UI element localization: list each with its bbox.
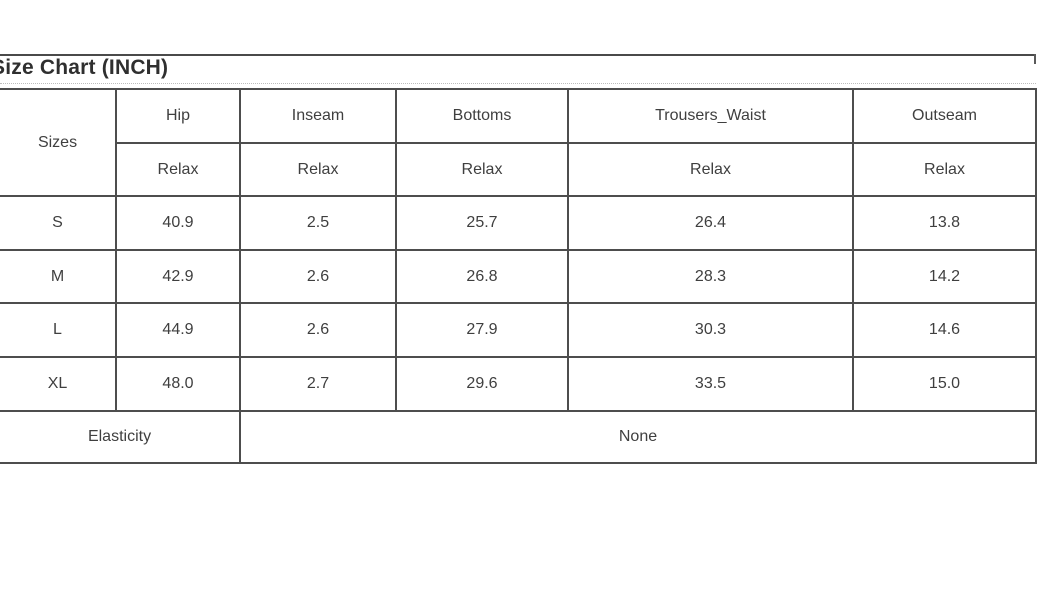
- cell-s-outseam: 13.8: [852, 195, 1037, 251]
- cell-xl-inseam: 2.7: [239, 356, 397, 412]
- cell-xl-trousers-waist: 33.5: [567, 356, 854, 412]
- cell-m-outseam: 14.2: [852, 249, 1037, 304]
- cell-s-trousers-waist: 26.4: [567, 195, 854, 251]
- size-label: L: [0, 302, 117, 358]
- column-header-outseam: Outseam: [852, 88, 1037, 144]
- column-header-trousers-waist: Trousers_Waist: [567, 88, 854, 144]
- cell-m-bottoms: 26.8: [395, 249, 569, 304]
- cell-xl-bottoms: 29.6: [395, 356, 569, 412]
- table-row-size-m: M 42.9 2.6 26.8 28.3 14.2: [0, 249, 1037, 304]
- fit-subheader-row: Relax Relax Relax Relax Relax: [0, 142, 1037, 197]
- cell-m-hip: 42.9: [115, 249, 241, 304]
- column-header-bottoms: Bottoms: [395, 88, 569, 144]
- cell-m-inseam: 2.6: [239, 249, 397, 304]
- elasticity-row: Elasticity None: [0, 410, 1037, 464]
- section-top-rule: [0, 54, 1036, 56]
- size-label: S: [0, 195, 117, 251]
- elasticity-value-cell: None: [239, 410, 1037, 464]
- column-header-hip: Hip: [115, 88, 241, 144]
- cell-l-inseam: 2.6: [239, 302, 397, 358]
- cell-xl-outseam: 15.0: [852, 356, 1037, 412]
- cell-s-bottoms: 25.7: [395, 195, 569, 251]
- subheader-trousers-waist-relax: Relax: [567, 142, 854, 197]
- size-chart-table: Sizes Hip Inseam Bottoms Trousers_Waist …: [0, 88, 1037, 464]
- table-row-size-xl: XL 48.0 2.7 29.6 33.5 15.0: [0, 356, 1037, 412]
- section-top-rule-end: [1034, 54, 1036, 64]
- cell-l-bottoms: 27.9: [395, 302, 569, 358]
- sizes-corner-cell: Sizes: [0, 88, 117, 197]
- cell-m-trousers-waist: 28.3: [567, 249, 854, 304]
- size-label: M: [0, 249, 117, 304]
- table-row-size-l: L 44.9 2.6 27.9 30.3 14.6: [0, 302, 1037, 358]
- column-header-inseam: Inseam: [239, 88, 397, 144]
- size-chart-title: Size Chart (INCH): [0, 56, 169, 79]
- subheader-outseam-relax: Relax: [852, 142, 1037, 197]
- subheader-hip-relax: Relax: [115, 142, 241, 197]
- cell-xl-hip: 48.0: [115, 356, 241, 412]
- cell-l-trousers-waist: 30.3: [567, 302, 854, 358]
- size-label: XL: [0, 356, 117, 412]
- cell-s-hip: 40.9: [115, 195, 241, 251]
- measure-header-row: Sizes Hip Inseam Bottoms Trousers_Waist …: [0, 88, 1037, 197]
- subheader-bottoms-relax: Relax: [395, 142, 569, 197]
- cell-l-outseam: 14.6: [852, 302, 1037, 358]
- title-underline-rule: [0, 83, 1036, 84]
- cell-s-inseam: 2.5: [239, 195, 397, 251]
- elasticity-label-cell: Elasticity: [0, 410, 241, 464]
- subheader-inseam-relax: Relax: [239, 142, 397, 197]
- table-row-size-s: S 40.9 2.5 25.7 26.4 13.8: [0, 195, 1037, 251]
- cell-l-hip: 44.9: [115, 302, 241, 358]
